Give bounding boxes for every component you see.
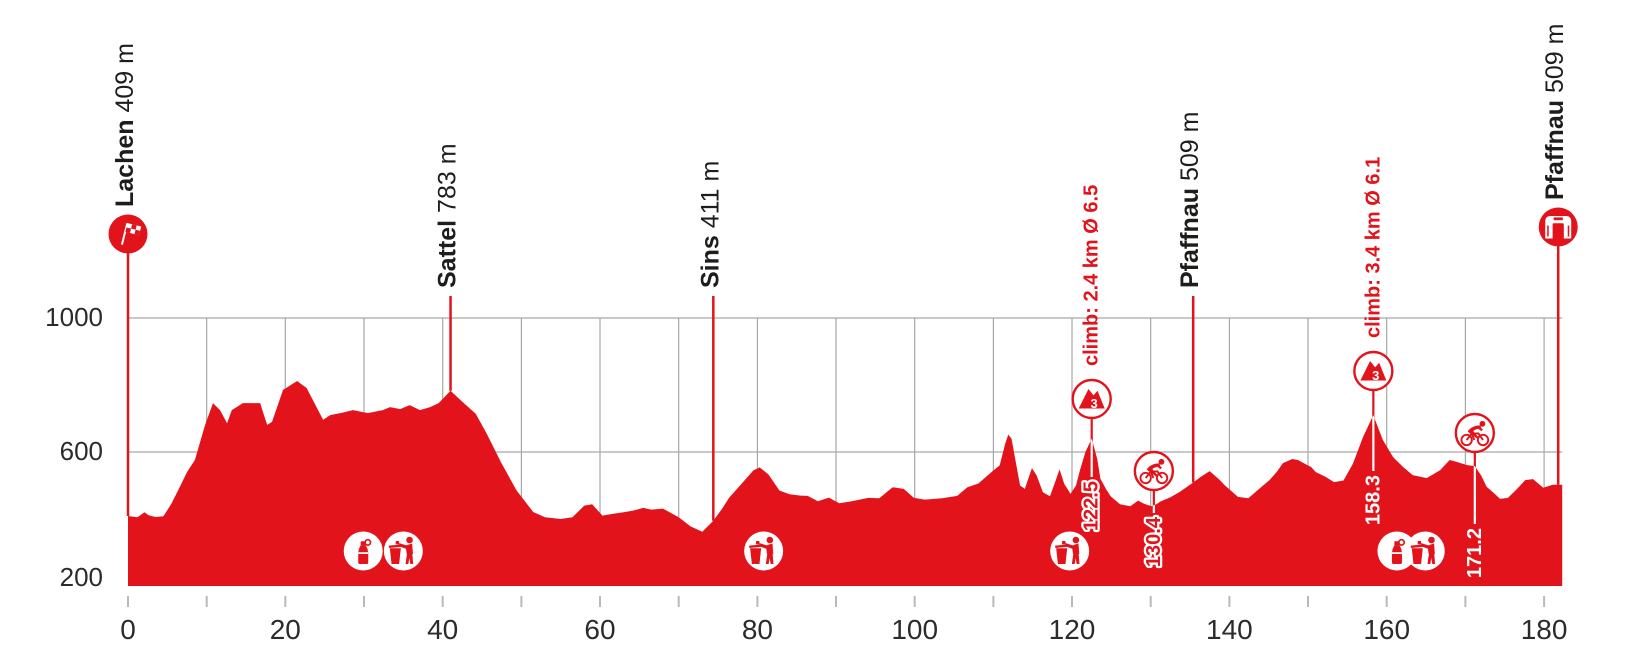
feed-zone-icon [343,531,383,571]
sprint-marker: 130.4 [1133,450,1175,569]
zone-circle [1050,531,1090,571]
x-axis-tick-label: 60 [584,614,615,645]
zone-circle [744,531,784,571]
climb-marker: climb: 2.4 km Ø 6.5 3 122.5 [1071,185,1112,533]
finish-marker-circle [1538,207,1578,247]
waypoint-marker-lachen: Lachen 409 m [108,43,148,516]
climb-stats-label: climb: 3.4 km Ø 6.1 [1362,157,1384,338]
x-axis-tick-label: 40 [427,614,458,645]
y-axis-tick-label: 1000 [45,302,103,332]
climb-marker: climb: 3.4 km Ø 6.1 3 158.3 [1353,157,1394,525]
km-distance-label: 130.4 [1143,516,1165,567]
zone-circle [1405,531,1445,571]
climb-category-number: 3 [1090,396,1097,411]
waypoint-marker-pfaffnau: Pfaffnau 509 m [1176,112,1204,483]
km-distance-label: 171.2 [1464,528,1486,578]
waypoint-label: Pfaffnau 509 m [1176,112,1204,288]
x-axis-tick-label: 180 [1521,614,1568,645]
climb-stats-label: climb: 2.4 km Ø 6.5 [1081,185,1103,366]
waypoint-marker-sins: Sins 411 m [696,161,724,521]
climb-category-number: 3 [1372,368,1379,383]
x-axis-tick-label: 160 [1363,614,1410,645]
litter-zone-icon [1405,531,1445,571]
waypoint-label: Sins 411 m [696,161,724,288]
waypoint-label: Pfaffnau 509 m [1541,24,1569,200]
litter-zone-icon [1050,531,1090,571]
km-distance-label: 122.5 [1081,481,1103,531]
x-axis-tick-label: 80 [742,614,773,645]
x-axis-tick-label: 120 [1049,614,1096,645]
waypoint-marker-sattel: Sattel 783 m [434,143,462,391]
x-axis-tick-label: 0 [120,614,136,645]
feed-zone-icon [1377,531,1417,571]
litter-zone-icon [383,531,423,571]
waypoint-label: Lachen 409 m [111,43,139,207]
litter-zone-icon [744,531,784,571]
zone-circle [383,531,423,571]
km-distance-label: 158.3 [1362,475,1384,525]
y-axis-tick-label: 200 [60,562,103,592]
start-marker-circle [108,214,148,254]
y-axis-tick-label: 600 [60,436,103,466]
x-axis-tick-label: 20 [270,614,301,645]
x-axis-tick-label: 140 [1206,614,1253,645]
axes: 0 20 40 60 80 100 120 140 160 180 200 600 1000 [45,302,1567,645]
waypoint-marker-pfaffnau: Pfaffnau 509 m [1538,24,1578,485]
waypoint-label: Sattel 783 m [434,143,462,288]
elevation-area [128,381,1563,586]
x-axis-tick-label: 100 [891,614,938,645]
